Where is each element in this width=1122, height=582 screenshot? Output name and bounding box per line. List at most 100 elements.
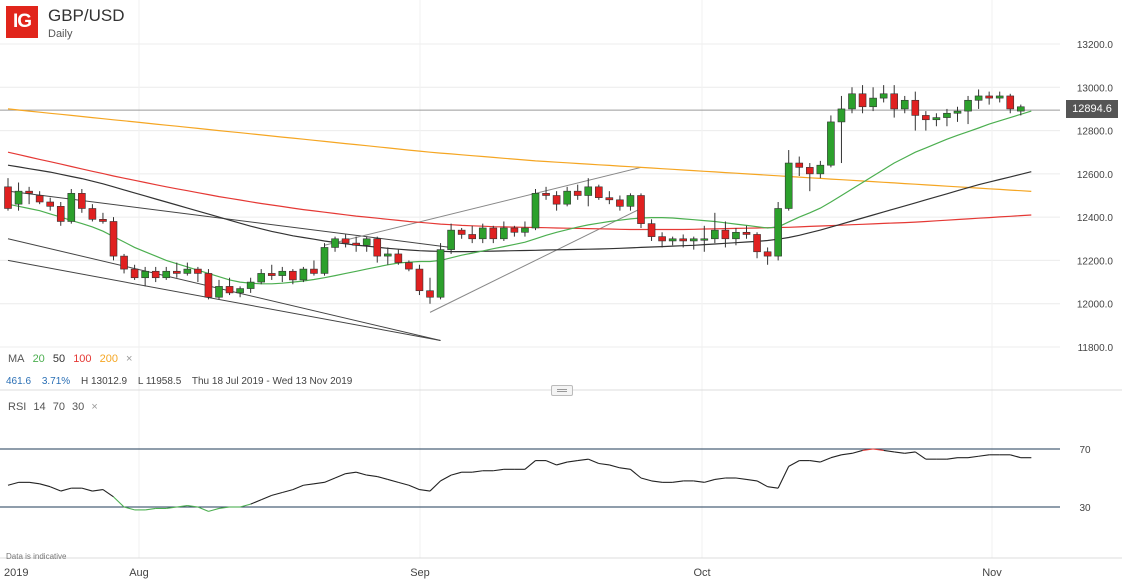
rsi-segment <box>324 477 336 483</box>
candle-body <box>858 93 867 108</box>
candle-body <box>974 95 983 101</box>
rsi-segment <box>102 489 114 498</box>
candle-body <box>679 238 688 242</box>
rsi-upper[interactable]: 70 <box>52 401 65 413</box>
candle-body <box>299 268 308 281</box>
candle-body <box>922 115 930 121</box>
candle-body <box>531 193 540 229</box>
candle-body <box>341 238 350 244</box>
rsi-segment <box>672 480 684 483</box>
candle-body <box>362 238 371 246</box>
candle-body <box>584 186 593 196</box>
rsi-segment <box>524 460 536 470</box>
rsi-segment <box>609 464 621 469</box>
ma50-label[interactable]: 50 <box>52 353 66 365</box>
candle-body <box>573 190 582 196</box>
candle-body <box>521 227 529 233</box>
candle-body <box>278 270 287 276</box>
rsi-segment <box>967 455 979 459</box>
x-tick-label: Aug <box>129 567 149 579</box>
rsi-segment <box>619 467 631 470</box>
candle-body <box>837 108 846 123</box>
rsi-segment <box>472 470 483 473</box>
rsi-segment <box>49 486 61 492</box>
rsi-segment <box>545 460 557 466</box>
ma100-label[interactable]: 100 <box>73 353 92 365</box>
candle-body <box>563 190 571 205</box>
rsi-segment <box>883 449 895 453</box>
candle-body <box>879 93 888 99</box>
y-tick-label: 12600.0 <box>1077 170 1114 181</box>
candle-body <box>1006 95 1015 110</box>
ma-legend: MA 20 50 100 200 × <box>8 353 137 365</box>
low-value: L 11958.5 <box>137 376 182 387</box>
candle-body <box>426 290 434 298</box>
rsi-segment <box>598 462 610 466</box>
rsi-segment <box>577 458 589 462</box>
candle-body <box>373 238 382 257</box>
ma200-label[interactable]: 200 <box>99 353 118 365</box>
candle-body <box>552 195 561 205</box>
rsi-segment <box>282 489 293 494</box>
rsi-segment <box>39 483 51 488</box>
candle-body <box>995 95 1004 99</box>
candle-body <box>784 162 793 209</box>
rsi-segment <box>735 477 747 480</box>
rsi-close-icon[interactable]: × <box>91 401 98 413</box>
candle-body <box>130 268 139 279</box>
timeframe-label[interactable]: Daily <box>48 28 73 40</box>
candle-body <box>626 195 635 207</box>
instrument-symbol[interactable]: GBP/USD <box>48 6 125 25</box>
candle-body <box>173 270 181 274</box>
candle-body <box>1016 106 1025 112</box>
x-tick-label: 2019 <box>4 567 28 579</box>
rsi-label: RSI <box>8 401 27 413</box>
rsi-segment <box>651 480 663 483</box>
candle-body <box>964 99 972 112</box>
rsi-segment <box>704 478 715 483</box>
rsi-segment <box>1010 454 1021 459</box>
rsi-segment <box>60 487 72 492</box>
rsi-segment <box>345 471 357 475</box>
candle-body <box>827 121 835 166</box>
rsi-period[interactable]: 14 <box>33 401 46 413</box>
candle-body <box>816 164 825 175</box>
rsi-segment <box>7 481 19 486</box>
candle-body <box>162 270 171 279</box>
trendline <box>7 238 441 341</box>
rsi-segment <box>450 471 462 476</box>
candle-body <box>985 95 993 99</box>
rsi-segment <box>440 474 452 482</box>
rsi-segment <box>914 451 927 460</box>
pane-resize-handle[interactable] <box>551 385 573 396</box>
candle-body <box>194 268 202 274</box>
candle-body <box>953 110 962 114</box>
rsi-segment <box>239 503 251 508</box>
candle-body <box>35 195 44 203</box>
ma50-line <box>7 164 1032 253</box>
rsi-segment <box>788 460 800 467</box>
candle-body <box>56 206 65 222</box>
candle-body <box>383 253 392 257</box>
candle-body <box>932 117 941 121</box>
candle-body <box>215 286 223 298</box>
candle-body <box>257 273 266 283</box>
candle-body <box>668 238 677 242</box>
y-tick-label: 12800.0 <box>1077 127 1114 138</box>
ma-legend-label: MA <box>8 353 25 365</box>
rsi-segment <box>767 486 779 489</box>
ma-close-icon[interactable]: × <box>126 353 133 365</box>
rsi-segment <box>208 507 220 512</box>
x-tick-label: Oct <box>693 567 710 579</box>
rsi-segment <box>714 477 726 480</box>
rsi-segment <box>377 476 388 480</box>
ma20-label[interactable]: 20 <box>32 353 45 365</box>
rsi-segment <box>419 489 431 492</box>
rsi-segment <box>567 460 578 463</box>
rsi-lower[interactable]: 30 <box>72 401 85 413</box>
candle-body <box>120 255 128 270</box>
ma20-line <box>7 110 1032 285</box>
candle-body <box>911 99 920 116</box>
candle-body <box>689 238 698 242</box>
